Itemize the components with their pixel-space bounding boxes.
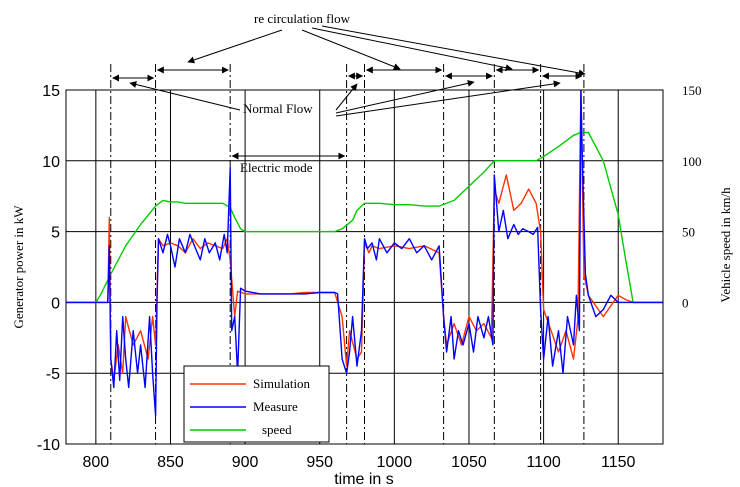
x-axis-label: time in s <box>334 471 394 487</box>
y-right-tick-label-50: 50 <box>682 225 695 240</box>
recirculation-arrow-2 <box>301 29 401 70</box>
normal-arrow-1 <box>129 81 241 111</box>
y-tick-label-0: 0 <box>51 295 60 312</box>
y-tick-label--10: -10 <box>37 437 60 454</box>
annotation-recirculation: re circulation flow <box>254 11 351 26</box>
normal-arrow-3 <box>335 79 475 114</box>
annotation-normal-flow: Normal Flow <box>243 101 313 116</box>
normal-arrow-4 <box>335 80 561 117</box>
y-axis-label-right: Vehicle speed in km/h <box>718 187 733 303</box>
x-tick-label-1000: 1000 <box>377 454 413 471</box>
y-tick-label-10: 10 <box>42 154 60 171</box>
annotation-electric-mode: Electric mode <box>240 160 313 175</box>
y-axis-label-left: Generator power in kW <box>11 205 26 329</box>
series-line-speed <box>66 131 663 304</box>
y-tick-label-15: 15 <box>42 83 60 100</box>
x-tick-label-1150: 1150 <box>601 454 636 471</box>
x-tick-label-900: 900 <box>232 454 259 471</box>
legend: Simulation Measure speed <box>183 365 330 443</box>
y-right-tick-label-100: 100 <box>682 154 702 169</box>
y-tick-label--5: -5 <box>46 366 60 383</box>
normal-arrow-2 <box>335 83 358 111</box>
plot-frame <box>65 89 664 445</box>
y-tick-label-5: 5 <box>51 225 60 242</box>
recirculation-arrow-3 <box>311 27 513 72</box>
recirculation-arrow-4 <box>321 25 586 77</box>
legend-label-speed: speed <box>262 422 292 437</box>
x-tick-label-850: 850 <box>157 454 184 471</box>
legend-label-simulation: Simulation <box>253 376 311 391</box>
y-right-tick-label-150: 150 <box>682 83 702 98</box>
x-tick-label-950: 950 <box>306 454 333 471</box>
annotations: re circulation flow Normal Flow Electric m… <box>112 11 586 175</box>
x-tick-label-1100: 1100 <box>526 454 561 471</box>
ticks: 800 850 900 950 1000 1050 1100 1150-10-50510150… <box>37 83 702 471</box>
y-right-tick-label-0: 0 <box>682 295 689 310</box>
series-layer <box>66 90 663 417</box>
series-line-measure <box>66 90 663 417</box>
x-tick-label-800: 800 <box>82 454 109 471</box>
x-tick-label-1050: 1050 <box>451 454 487 471</box>
recirculation-arrow-1 <box>187 29 283 64</box>
series-line-simulation <box>66 90 663 381</box>
legend-label-measure: Measure <box>253 399 298 414</box>
